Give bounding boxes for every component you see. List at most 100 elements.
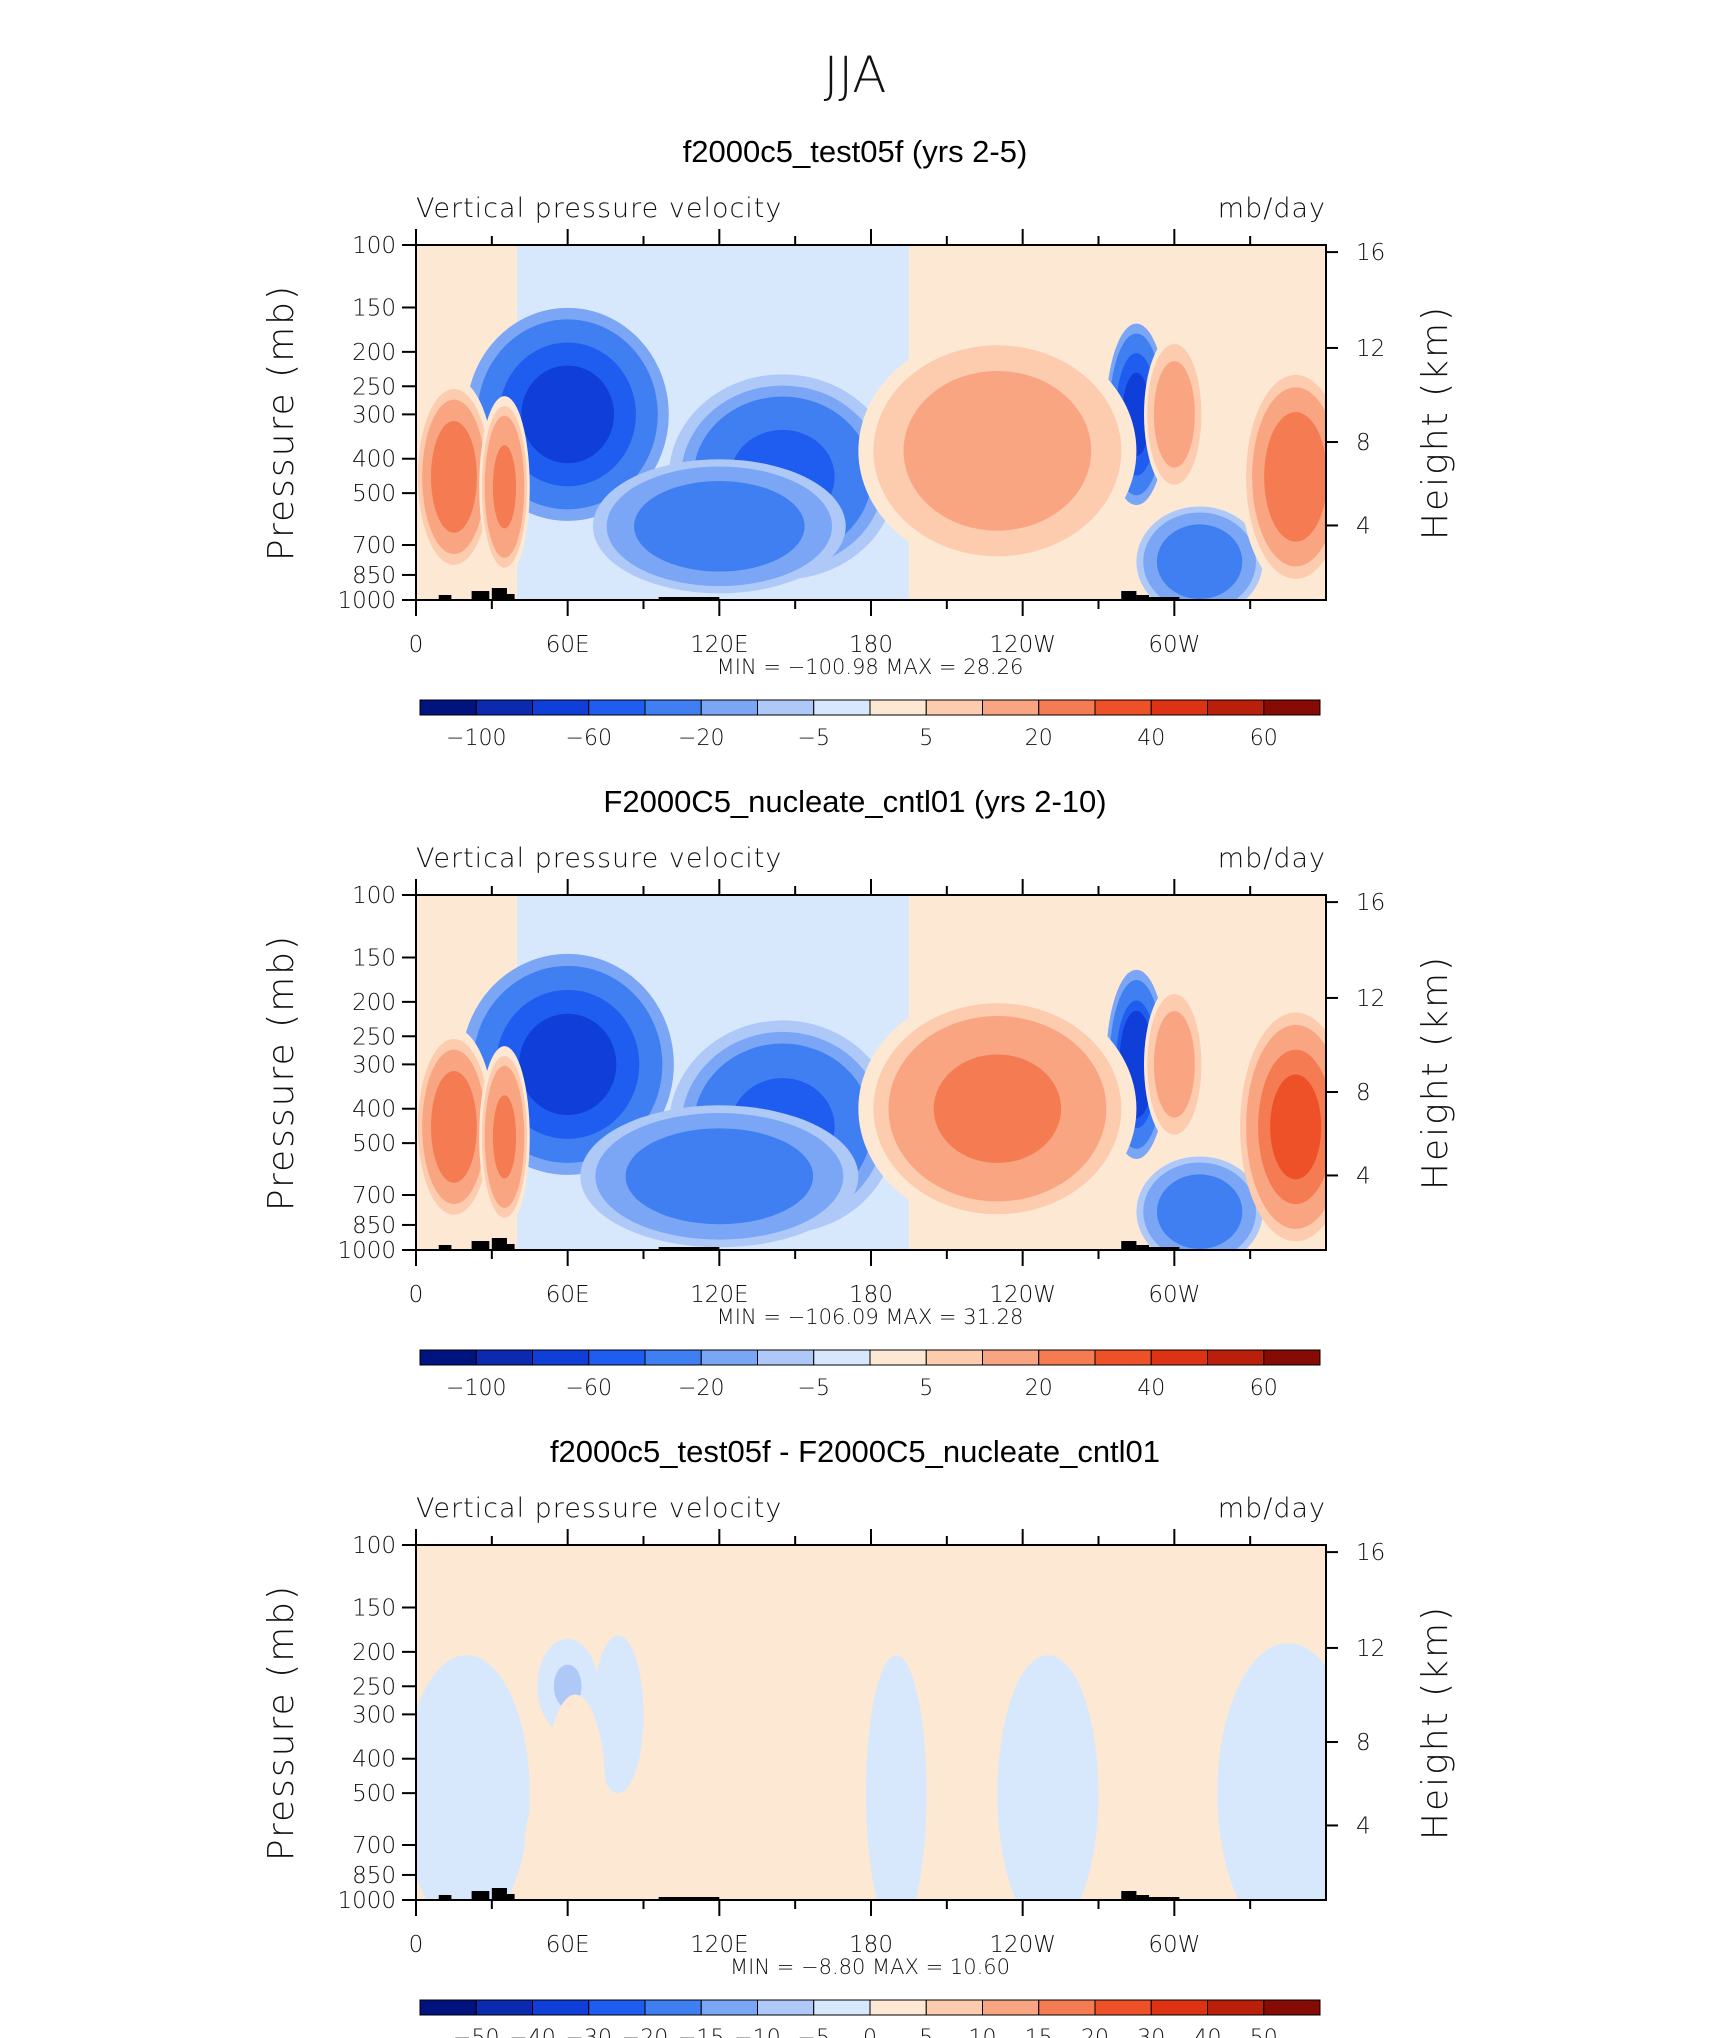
- y2-axis-title: Height (km): [1415, 955, 1456, 1190]
- panel-title: f2000c5_test05f - F2000C5_nucleate_cntl0…: [550, 1434, 1160, 1469]
- colorbar-swatch: [532, 699, 590, 716]
- y-tick-label: 1000: [337, 1238, 396, 1264]
- x-tick-label: 60E: [546, 1932, 590, 1958]
- y-tick-label: 300: [352, 1702, 396, 1728]
- x-tick-label: 60E: [546, 1282, 590, 1308]
- min-max-label: MIN = −8.80 MAX = 10.60: [730, 1955, 1010, 1979]
- y2-tick-label: 12: [1356, 336, 1385, 362]
- colorbar-swatch: [925, 1349, 983, 1366]
- colorbar: −50−40−30−20−15−10−505101520304050: [419, 1999, 1321, 2038]
- y-tick-label: 500: [352, 1131, 396, 1157]
- colorbar-swatch: [475, 1999, 533, 2016]
- x-tick-label: 180: [849, 632, 893, 658]
- y-tick-label: 850: [352, 1863, 396, 1889]
- colorbar-swatch: [419, 1349, 477, 1366]
- y-tick-label: 700: [352, 1833, 396, 1859]
- topography: [1136, 1895, 1150, 1900]
- colorbar-swatch: [813, 1349, 871, 1366]
- main-title: JJA: [824, 46, 887, 104]
- contour-region: [661, 495, 778, 558]
- topography: [658, 1897, 720, 1900]
- topography: [658, 597, 720, 600]
- y2-tick-label: 12: [1356, 1636, 1385, 1662]
- colorbar-swatch: [1094, 1999, 1152, 2016]
- colorbar-label: −60: [566, 1376, 612, 1401]
- y2-tick-label: 16: [1356, 1540, 1385, 1566]
- topography: [1121, 591, 1137, 600]
- colorbar-label: −100: [446, 726, 506, 751]
- colorbar-swatch: [1150, 1349, 1208, 1366]
- y-tick-label: 150: [352, 1596, 396, 1622]
- colorbar-swatch: [475, 1349, 533, 1366]
- colorbar-label: 60: [1250, 726, 1278, 751]
- colorbar-label: 50: [1250, 2026, 1278, 2038]
- colorbar-swatch: [757, 1349, 815, 1366]
- y-tick-label: 700: [352, 1183, 396, 1209]
- topography: [658, 1247, 720, 1250]
- colorbar-swatch: [1094, 1349, 1152, 1366]
- colorbar-label: 40: [1194, 2026, 1222, 2038]
- contour-region: [806, 1785, 835, 1858]
- y-tick-label: 100: [352, 1533, 396, 1559]
- topography: [471, 1891, 490, 1900]
- panel-title: f2000c5_test05f (yrs 2-5): [683, 134, 1028, 169]
- colorbar-label: 5: [919, 726, 933, 751]
- topography: [438, 1895, 452, 1900]
- topography: [1136, 1245, 1150, 1250]
- y-tick-label: 500: [352, 481, 396, 507]
- y2-tick-label: 4: [1356, 1813, 1371, 1839]
- variable-label: Vertical pressure velocity: [416, 843, 782, 874]
- y2-tick-label: 4: [1356, 1163, 1371, 1189]
- contour-region: [437, 1729, 496, 1857]
- colorbar-swatch: [1263, 1349, 1321, 1366]
- colorbar-label: −5: [798, 2026, 830, 2038]
- colorbar-swatch: [532, 1999, 590, 2016]
- colorbar-swatch: [925, 1999, 983, 2016]
- topography: [1121, 1241, 1137, 1250]
- topography: [491, 1238, 507, 1250]
- y2-axis-title: Height (km): [1415, 1605, 1456, 1840]
- topography: [507, 594, 515, 600]
- x-tick-label: 0: [409, 1932, 424, 1958]
- colorbar-label: 20: [1025, 726, 1053, 751]
- colorbar-swatch: [588, 1999, 646, 2016]
- contour-region: [541, 1817, 569, 1873]
- colorbar-label: 20: [1025, 1376, 1053, 1401]
- contour-region: [1170, 536, 1229, 588]
- colorbar-swatch: [419, 1999, 477, 2016]
- x-tick-label: 60W: [1148, 632, 1200, 658]
- colorbar-swatch: [982, 1349, 1040, 1366]
- colorbar-label: −5: [798, 1376, 830, 1401]
- y-tick-label: 100: [352, 233, 396, 259]
- colorbar-swatch: [757, 699, 815, 716]
- contour-field: [416, 1545, 1326, 1900]
- y-axis-title: Pressure (mb): [261, 284, 302, 561]
- colorbar-swatch: [982, 699, 1040, 716]
- x-tick-label: 0: [409, 1282, 424, 1308]
- y-tick-label: 300: [352, 402, 396, 428]
- x-tick-label: 60E: [546, 632, 590, 658]
- contour-region: [519, 1013, 617, 1115]
- colorbar: −100 −60 −20 −5 5 20 40 60: [419, 699, 1321, 751]
- topography: [438, 1245, 452, 1250]
- colorbar-swatch: [588, 1349, 646, 1366]
- colorbar-swatch: [925, 699, 983, 716]
- y-tick-label: 400: [352, 1747, 396, 1773]
- units-label: mb/day: [1218, 843, 1326, 874]
- colorbar-label: −40: [509, 2026, 555, 2038]
- contour-region: [657, 1701, 681, 1775]
- y2-axis-title: Height (km): [1415, 305, 1456, 540]
- colorbar-swatch: [700, 1349, 758, 1366]
- colorbar-label: 5: [919, 2026, 933, 2038]
- y-tick-label: 150: [352, 946, 396, 972]
- contour-region: [606, 1678, 630, 1751]
- colorbar-swatch: [644, 1999, 702, 2016]
- contour-region: [882, 1729, 911, 1857]
- contour-region: [1160, 1028, 1189, 1101]
- colorbar-swatch: [1150, 699, 1208, 716]
- x-tick-label: 0: [409, 632, 424, 658]
- x-tick-label: 60W: [1148, 1932, 1200, 1958]
- x-tick-label: 60W: [1148, 1282, 1200, 1308]
- colorbar-swatch: [1094, 699, 1152, 716]
